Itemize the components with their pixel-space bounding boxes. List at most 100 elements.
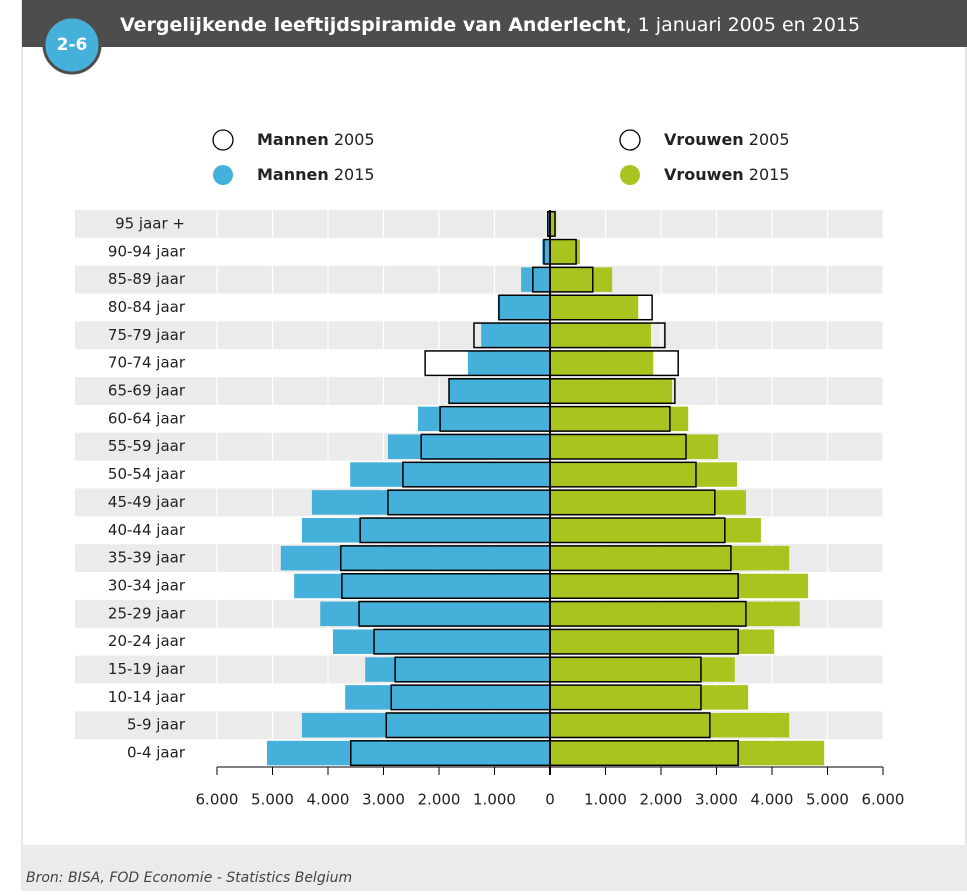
x-tick-label: 4.000 bbox=[751, 791, 794, 809]
bar bbox=[550, 545, 790, 571]
y-tick-label: 10-14 jaar bbox=[108, 688, 186, 706]
legend-label-strong: Vrouwen bbox=[664, 165, 744, 184]
row-band bbox=[75, 210, 883, 238]
bar bbox=[332, 629, 550, 654]
bar bbox=[311, 490, 550, 515]
y-tick-label: 30-34 jaar bbox=[108, 576, 186, 594]
y-tick-label: 80-84 jaar bbox=[108, 298, 186, 316]
bar bbox=[550, 712, 790, 738]
y-tick-label: 85-89 jaar bbox=[108, 270, 186, 288]
y-tick-label: 60-64 jaar bbox=[108, 409, 186, 427]
bar bbox=[481, 323, 550, 348]
bar bbox=[387, 434, 550, 459]
bar bbox=[550, 295, 639, 320]
legend-label: Mannen 2015 bbox=[257, 165, 375, 184]
bar bbox=[550, 350, 654, 376]
x-tick-label: 5.000 bbox=[806, 791, 849, 809]
bar bbox=[550, 601, 800, 627]
header bbox=[22, 0, 967, 47]
x-tick-label: 6.000 bbox=[862, 791, 905, 809]
y-tick-label: 75-79 jaar bbox=[108, 326, 186, 344]
legend-label-strong: Mannen bbox=[257, 130, 329, 149]
bar bbox=[550, 490, 746, 515]
x-tick-label: 3.000 bbox=[362, 791, 405, 809]
bar bbox=[365, 657, 550, 682]
bar bbox=[550, 323, 652, 348]
bar bbox=[266, 740, 550, 766]
y-tick-label: 65-69 jaar bbox=[108, 382, 186, 400]
y-tick-label: 20-24 jaar bbox=[108, 632, 186, 650]
y-tick-label: 55-59 jaar bbox=[108, 437, 186, 455]
legend-label-rest: 2005 bbox=[744, 130, 790, 149]
legend-marker bbox=[619, 129, 641, 151]
y-tick-label: 5-9 jaar bbox=[127, 716, 186, 734]
legend-marker bbox=[212, 129, 234, 151]
bar bbox=[550, 685, 749, 710]
footer-band bbox=[22, 845, 967, 891]
y-tick-label: 40-44 jaar bbox=[108, 521, 186, 539]
legend-label-strong: Vrouwen bbox=[664, 130, 744, 149]
row-band bbox=[75, 265, 883, 294]
bar bbox=[448, 378, 550, 404]
legend-label-rest: 2015 bbox=[744, 165, 790, 184]
bar bbox=[547, 211, 550, 237]
subtitle: , 1 januari 2005 en 2015 bbox=[626, 14, 861, 36]
legend-label: Vrouwen 2005 bbox=[664, 130, 790, 149]
y-tick-label: 45-49 jaar bbox=[108, 493, 186, 511]
bar bbox=[301, 518, 550, 543]
y-tick-label: 70-74 jaar bbox=[108, 354, 186, 372]
bar bbox=[345, 685, 550, 710]
bar bbox=[497, 295, 550, 320]
y-tick-label: 50-54 jaar bbox=[108, 465, 186, 483]
y-tick-label: 15-19 jaar bbox=[108, 660, 186, 678]
y-tick-label: 0-4 jaar bbox=[127, 744, 186, 762]
bar bbox=[550, 378, 673, 404]
bar bbox=[550, 239, 580, 265]
bar bbox=[550, 267, 613, 292]
bar bbox=[350, 462, 550, 487]
legend-label-rest: 2005 bbox=[329, 130, 375, 149]
bar bbox=[550, 462, 738, 487]
bar bbox=[301, 712, 550, 738]
legend-label: Vrouwen 2015 bbox=[664, 165, 790, 184]
legend-label-strong: Mannen bbox=[257, 165, 329, 184]
legend-marker bbox=[620, 165, 640, 185]
bar bbox=[521, 267, 550, 292]
bar bbox=[417, 406, 550, 432]
bar bbox=[294, 573, 550, 599]
bar bbox=[550, 518, 761, 543]
legend-label-rest: 2015 bbox=[329, 165, 375, 184]
bar bbox=[550, 434, 719, 459]
badge: 2-6 bbox=[57, 35, 88, 55]
y-tick-label: 25-29 jaar bbox=[108, 604, 186, 622]
bar bbox=[320, 601, 550, 627]
y-tick-label: 90-94 jaar bbox=[108, 242, 186, 260]
x-tick-label: 2.000 bbox=[640, 791, 683, 809]
y-tick-label: 35-39 jaar bbox=[108, 549, 186, 567]
x-tick-label: 3.000 bbox=[695, 791, 738, 809]
bar bbox=[550, 406, 689, 432]
bar bbox=[550, 740, 825, 766]
legend-marker bbox=[213, 165, 233, 185]
bar bbox=[467, 350, 550, 376]
row-band bbox=[75, 321, 883, 350]
x-tick-label: 5.000 bbox=[251, 791, 294, 809]
bar bbox=[550, 629, 775, 654]
legend-label: Mannen 2005 bbox=[257, 130, 375, 149]
y-tick-label: 95 jaar + bbox=[115, 214, 185, 232]
bar bbox=[280, 545, 550, 571]
x-tick-label: 1.000 bbox=[473, 791, 516, 809]
x-tick-label: 4.000 bbox=[307, 791, 350, 809]
x-tick-label: 6.000 bbox=[196, 791, 239, 809]
x-tick-label: 1.000 bbox=[584, 791, 627, 809]
x-tick-label: 2.000 bbox=[418, 791, 461, 809]
title: Vergelijkende leeftijdspiramide van Ande… bbox=[120, 14, 626, 36]
bar bbox=[542, 239, 550, 265]
badge-circle bbox=[42, 15, 102, 75]
x-tick-label: 0 bbox=[545, 791, 555, 809]
footer: Bron: BISA, FOD Economie - Statistics Be… bbox=[26, 870, 352, 886]
chart-title: Vergelijkende leeftijdspiramide van Ande… bbox=[120, 14, 860, 36]
bar bbox=[550, 211, 557, 237]
bar bbox=[550, 573, 809, 599]
